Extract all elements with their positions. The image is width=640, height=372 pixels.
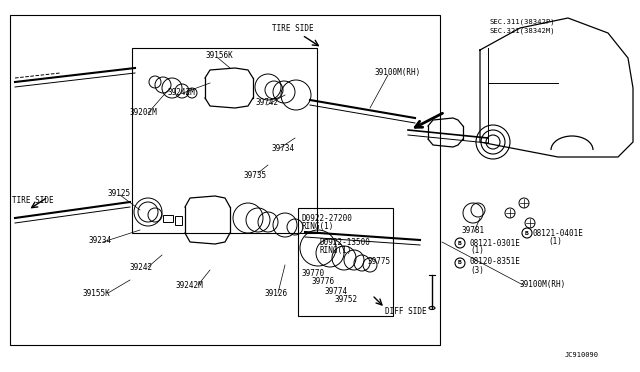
Text: 39776: 39776 (312, 278, 335, 286)
Bar (298, 208, 393, 316)
Text: B: B (525, 231, 529, 235)
Text: 39742: 39742 (255, 97, 278, 106)
Bar (163, 215, 173, 221)
Text: TIRE SIDE: TIRE SIDE (12, 196, 54, 205)
Text: (3): (3) (470, 266, 484, 275)
Bar (10, 15, 440, 345)
Text: RING(1): RING(1) (302, 221, 334, 231)
Text: 39242M: 39242M (175, 280, 203, 289)
Text: 08121-0401E: 08121-0401E (533, 228, 584, 237)
Text: 39234: 39234 (88, 235, 111, 244)
Text: TIRE SIDE: TIRE SIDE (272, 23, 314, 32)
Text: RING(1): RING(1) (320, 246, 353, 254)
Text: 39781: 39781 (462, 225, 485, 234)
Text: 39734: 39734 (272, 144, 295, 153)
Text: B: B (458, 260, 462, 266)
Text: DIFF SIDE: DIFF SIDE (385, 308, 427, 317)
Text: JC910090: JC910090 (565, 352, 599, 358)
Text: 39100M(RH): 39100M(RH) (375, 67, 421, 77)
Text: 39735: 39735 (243, 170, 266, 180)
Text: 08121-0301E: 08121-0301E (470, 238, 521, 247)
Text: SEC.311(38342P): SEC.311(38342P) (490, 19, 556, 25)
Text: 39125: 39125 (107, 189, 130, 198)
Text: 39242: 39242 (130, 263, 153, 273)
Text: 39202M: 39202M (130, 108, 157, 116)
Text: SEC.321(38342M): SEC.321(38342M) (490, 28, 556, 34)
Text: 39774: 39774 (325, 286, 348, 295)
Text: 39126: 39126 (265, 289, 288, 298)
Bar (132, 48, 317, 233)
Text: 39156K: 39156K (205, 51, 233, 60)
Text: 39775: 39775 (368, 257, 391, 266)
Text: 39155K: 39155K (82, 289, 109, 298)
Text: 08120-8351E: 08120-8351E (470, 257, 521, 266)
Text: D0922-27200: D0922-27200 (302, 214, 353, 222)
Text: 39770: 39770 (302, 269, 325, 278)
Text: 39752: 39752 (335, 295, 358, 305)
Text: (1): (1) (548, 237, 562, 246)
Text: 39100M(RH): 39100M(RH) (520, 280, 566, 289)
Text: 39242M: 39242M (168, 87, 196, 96)
Text: D0922-13500: D0922-13500 (320, 237, 371, 247)
Text: B: B (458, 241, 462, 246)
Text: (1): (1) (470, 247, 484, 256)
Bar (175, 215, 182, 224)
